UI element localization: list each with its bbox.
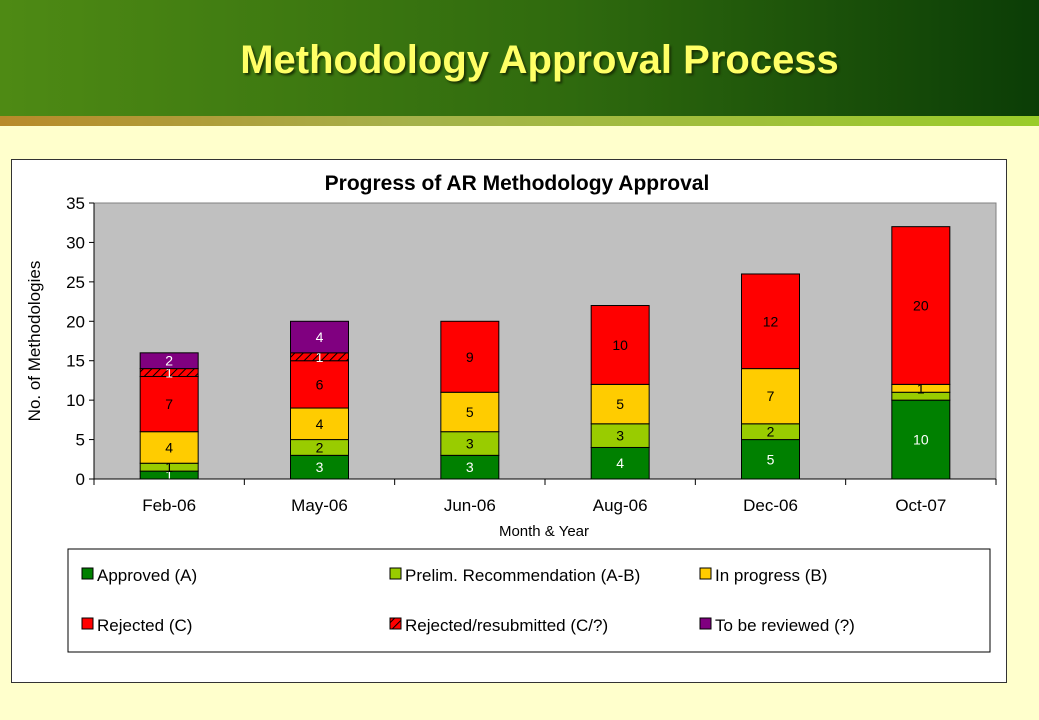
- y-tick-label: 10: [66, 391, 85, 410]
- legend-label: Approved (A): [97, 566, 197, 585]
- x-tick-label: Aug-06: [593, 496, 648, 515]
- legend-box: [67, 548, 991, 653]
- bar-data-label: 9: [466, 349, 474, 365]
- legend-label: Rejected/resubmitted (C/?): [405, 616, 608, 635]
- title-banner: Methodology Approval Process: [0, 0, 1039, 116]
- bar-data-label: 3: [616, 428, 624, 444]
- bar-data-label: 7: [165, 396, 173, 412]
- bar-data-label: 1: [165, 467, 173, 483]
- legend-label: Prelim. Recommendation (A-B): [405, 566, 640, 585]
- slide-title: Methodology Approval Process: [240, 38, 839, 82]
- bar-data-label: 7: [767, 388, 775, 404]
- bar-segment: [290, 360, 349, 409]
- bar-segment: [741, 273, 800, 370]
- bar-data-label: 4: [316, 416, 324, 432]
- bar-segment: [741, 368, 800, 425]
- legend-swatch: [699, 567, 712, 580]
- bar-data-label: 2: [767, 424, 775, 440]
- bar-data-label: 1: [165, 459, 173, 475]
- bar-data-label: 5: [466, 404, 474, 420]
- bar-data-label: 4: [316, 329, 324, 345]
- bar-data-label: 2: [165, 353, 173, 369]
- bar-segment: [139, 431, 199, 464]
- bar-data-label: 4: [165, 439, 173, 455]
- x-tick-label: Feb-06: [142, 496, 196, 515]
- bar-segment: [290, 320, 349, 354]
- legend-label: In progress (B): [715, 566, 827, 585]
- bar-data-label: 6: [316, 376, 324, 392]
- bar-segment: [440, 391, 500, 433]
- bar-data-label: 3: [466, 459, 474, 475]
- y-tick-label: 30: [66, 233, 85, 252]
- bar-segment: [290, 407, 349, 441]
- bar-data-label: 1: [917, 380, 925, 396]
- bar-data-label: 5: [616, 396, 624, 412]
- bar-segment: [741, 439, 800, 480]
- y-tick-label: 20: [66, 312, 85, 331]
- legend-swatch: [389, 617, 402, 630]
- bar-data-label: 12: [763, 313, 779, 329]
- bar-data-label: 20: [913, 298, 929, 314]
- stacked-bar-chart: Progress of AR Methodology Approval 1147…: [25, 172, 997, 653]
- bar-segment: [139, 375, 199, 433]
- bar-segment: [891, 399, 951, 480]
- y-tick-label: 5: [76, 431, 85, 450]
- y-tick-label: 25: [66, 273, 85, 292]
- y-tick-label: 35: [66, 194, 85, 213]
- title-underline: [0, 116, 1039, 126]
- bar-data-label: 3: [466, 436, 474, 452]
- bar-segment: [590, 305, 650, 385]
- legend-label: Rejected (C): [97, 616, 192, 635]
- bar-segment: [139, 352, 199, 370]
- bar-data-label: 4: [616, 455, 624, 471]
- x-tick-label: Dec-06: [743, 496, 798, 515]
- plot-area: [93, 202, 997, 480]
- legend-label: To be reviewed (?): [715, 616, 855, 635]
- bar-segment: [440, 320, 500, 393]
- bar-segment: [590, 383, 650, 425]
- legend-swatch: [81, 617, 94, 630]
- y-axis-title: No. of Methodologies: [25, 261, 44, 422]
- bar-segment: [891, 226, 951, 385]
- chart-title: Progress of AR Methodology Approval: [325, 172, 710, 195]
- x-tick-label: Jun-06: [444, 496, 496, 515]
- bar-data-label: 2: [316, 439, 324, 455]
- bar-data-label: 1: [316, 349, 324, 365]
- bar-data-label: 10: [913, 432, 929, 448]
- legend-swatch: [389, 567, 402, 580]
- y-tick-label: 0: [76, 470, 85, 489]
- bar-data-label: 3: [316, 459, 324, 475]
- bar-data-label: 10: [612, 337, 628, 353]
- bar-data-label: 5: [767, 451, 775, 467]
- x-tick-label: Oct-07: [895, 496, 946, 515]
- legend-swatch: [81, 567, 94, 580]
- bar-data-label: 1: [165, 365, 173, 381]
- x-axis-title: Month & Year: [499, 523, 589, 540]
- y-tick-label: 15: [66, 352, 85, 371]
- legend-swatch: [699, 617, 712, 630]
- x-tick-label: May-06: [291, 496, 348, 515]
